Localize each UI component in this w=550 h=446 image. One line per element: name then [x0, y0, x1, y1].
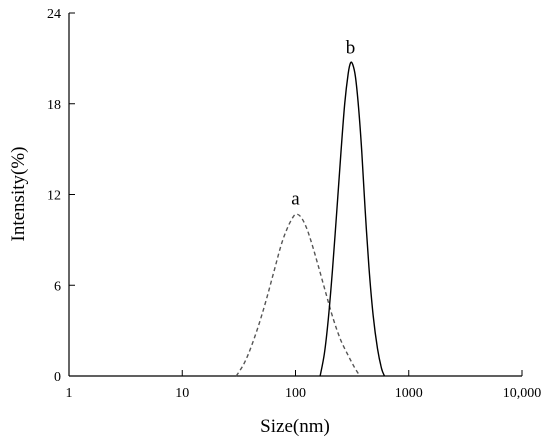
y-tick-label: 0 — [54, 370, 61, 385]
y-tick-label: 12 — [47, 189, 61, 204]
peak-label-a: a — [291, 189, 300, 210]
ticks: 1 10 100 1000 10,000 0 6 12 18 24 — [47, 7, 541, 401]
x-tick-label: 100 — [285, 386, 306, 401]
series-layer — [235, 61, 386, 377]
peak-label-b: b — [346, 37, 356, 58]
x-tick-label: 1 — [66, 386, 73, 401]
y-tick-label: 18 — [47, 98, 61, 113]
series-a-line — [235, 213, 361, 377]
series-b-line — [319, 61, 386, 377]
x-axis-title: Size(nm) — [260, 416, 330, 437]
x-tick-label: 10,000 — [503, 386, 542, 401]
y-tick-label: 24 — [47, 7, 61, 22]
y-tick-label: 6 — [54, 279, 61, 294]
x-tick-label: 10 — [175, 386, 189, 401]
x-tick-label: 1000 — [395, 386, 423, 401]
y-axis-title: Intensity(%) — [8, 147, 29, 242]
annotations: ab — [291, 37, 355, 209]
